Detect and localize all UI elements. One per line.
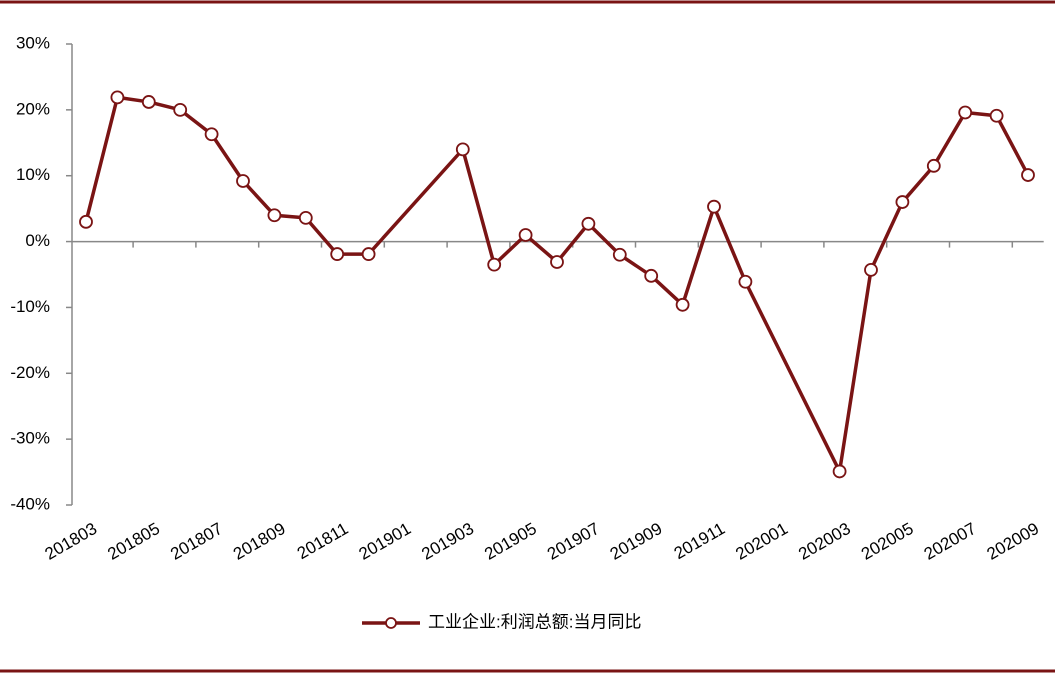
x-tick-label: 202005 bbox=[858, 519, 917, 564]
data-point bbox=[958, 105, 973, 120]
x-tick-label: 201901 bbox=[356, 519, 415, 564]
data-point bbox=[79, 214, 93, 229]
data-point bbox=[581, 216, 596, 231]
data-point bbox=[1021, 168, 1035, 182]
series-line bbox=[84, 95, 1030, 474]
data-point bbox=[330, 247, 345, 261]
x-tick-label: 201907 bbox=[544, 519, 603, 564]
data-point bbox=[267, 208, 282, 223]
y-tick-label: 20% bbox=[16, 99, 50, 118]
data-point bbox=[173, 102, 188, 117]
x-tick-label: 201911 bbox=[671, 519, 729, 563]
x-tick-label: 201803 bbox=[42, 519, 101, 564]
y-tick-label: 10% bbox=[16, 165, 50, 184]
data-point bbox=[926, 158, 941, 173]
data-point bbox=[361, 247, 376, 261]
y-tick-label: 0% bbox=[25, 231, 50, 250]
data-point bbox=[895, 195, 910, 209]
data-point bbox=[550, 255, 564, 269]
data-point bbox=[518, 228, 533, 242]
x-tick-label: 201811 bbox=[294, 519, 352, 563]
x-tick-label: 201809 bbox=[230, 519, 289, 564]
y-tick-label: -20% bbox=[10, 363, 50, 382]
x-tick-label: 202001 bbox=[732, 519, 791, 564]
data-point bbox=[612, 247, 627, 262]
x-tick-label: 201805 bbox=[104, 519, 163, 564]
data-point bbox=[298, 210, 313, 225]
data-point bbox=[644, 268, 659, 283]
data-point bbox=[707, 199, 721, 214]
data-point bbox=[455, 142, 470, 157]
data-point bbox=[141, 95, 156, 109]
legend-label: 工业企业:利润总额:当月同比 bbox=[428, 612, 641, 631]
data-point bbox=[989, 108, 1004, 123]
x-tick-label: 202009 bbox=[984, 519, 1043, 564]
data-point bbox=[204, 127, 219, 142]
x-tick-label: 201903 bbox=[418, 519, 477, 564]
data-point bbox=[110, 90, 125, 105]
x-tick-label: 201909 bbox=[607, 519, 666, 564]
x-tick-label: 202007 bbox=[921, 519, 980, 564]
data-point bbox=[675, 297, 690, 312]
legend-marker bbox=[385, 617, 397, 629]
x-tick-label: 202003 bbox=[795, 519, 854, 564]
y-tick-label: -30% bbox=[10, 429, 50, 448]
data-point bbox=[738, 274, 753, 289]
x-tick-label: 201905 bbox=[481, 519, 540, 564]
data-point bbox=[832, 464, 847, 479]
y-tick-label: -40% bbox=[10, 494, 50, 513]
y-tick-label: -10% bbox=[10, 297, 50, 316]
y-tick-label: 30% bbox=[16, 33, 50, 52]
data-point bbox=[236, 174, 250, 188]
data-point bbox=[487, 257, 502, 272]
x-tick-label: 201807 bbox=[167, 519, 226, 564]
data-point bbox=[864, 262, 878, 277]
